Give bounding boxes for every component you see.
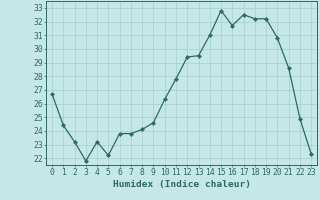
X-axis label: Humidex (Indice chaleur): Humidex (Indice chaleur) [113, 180, 251, 189]
